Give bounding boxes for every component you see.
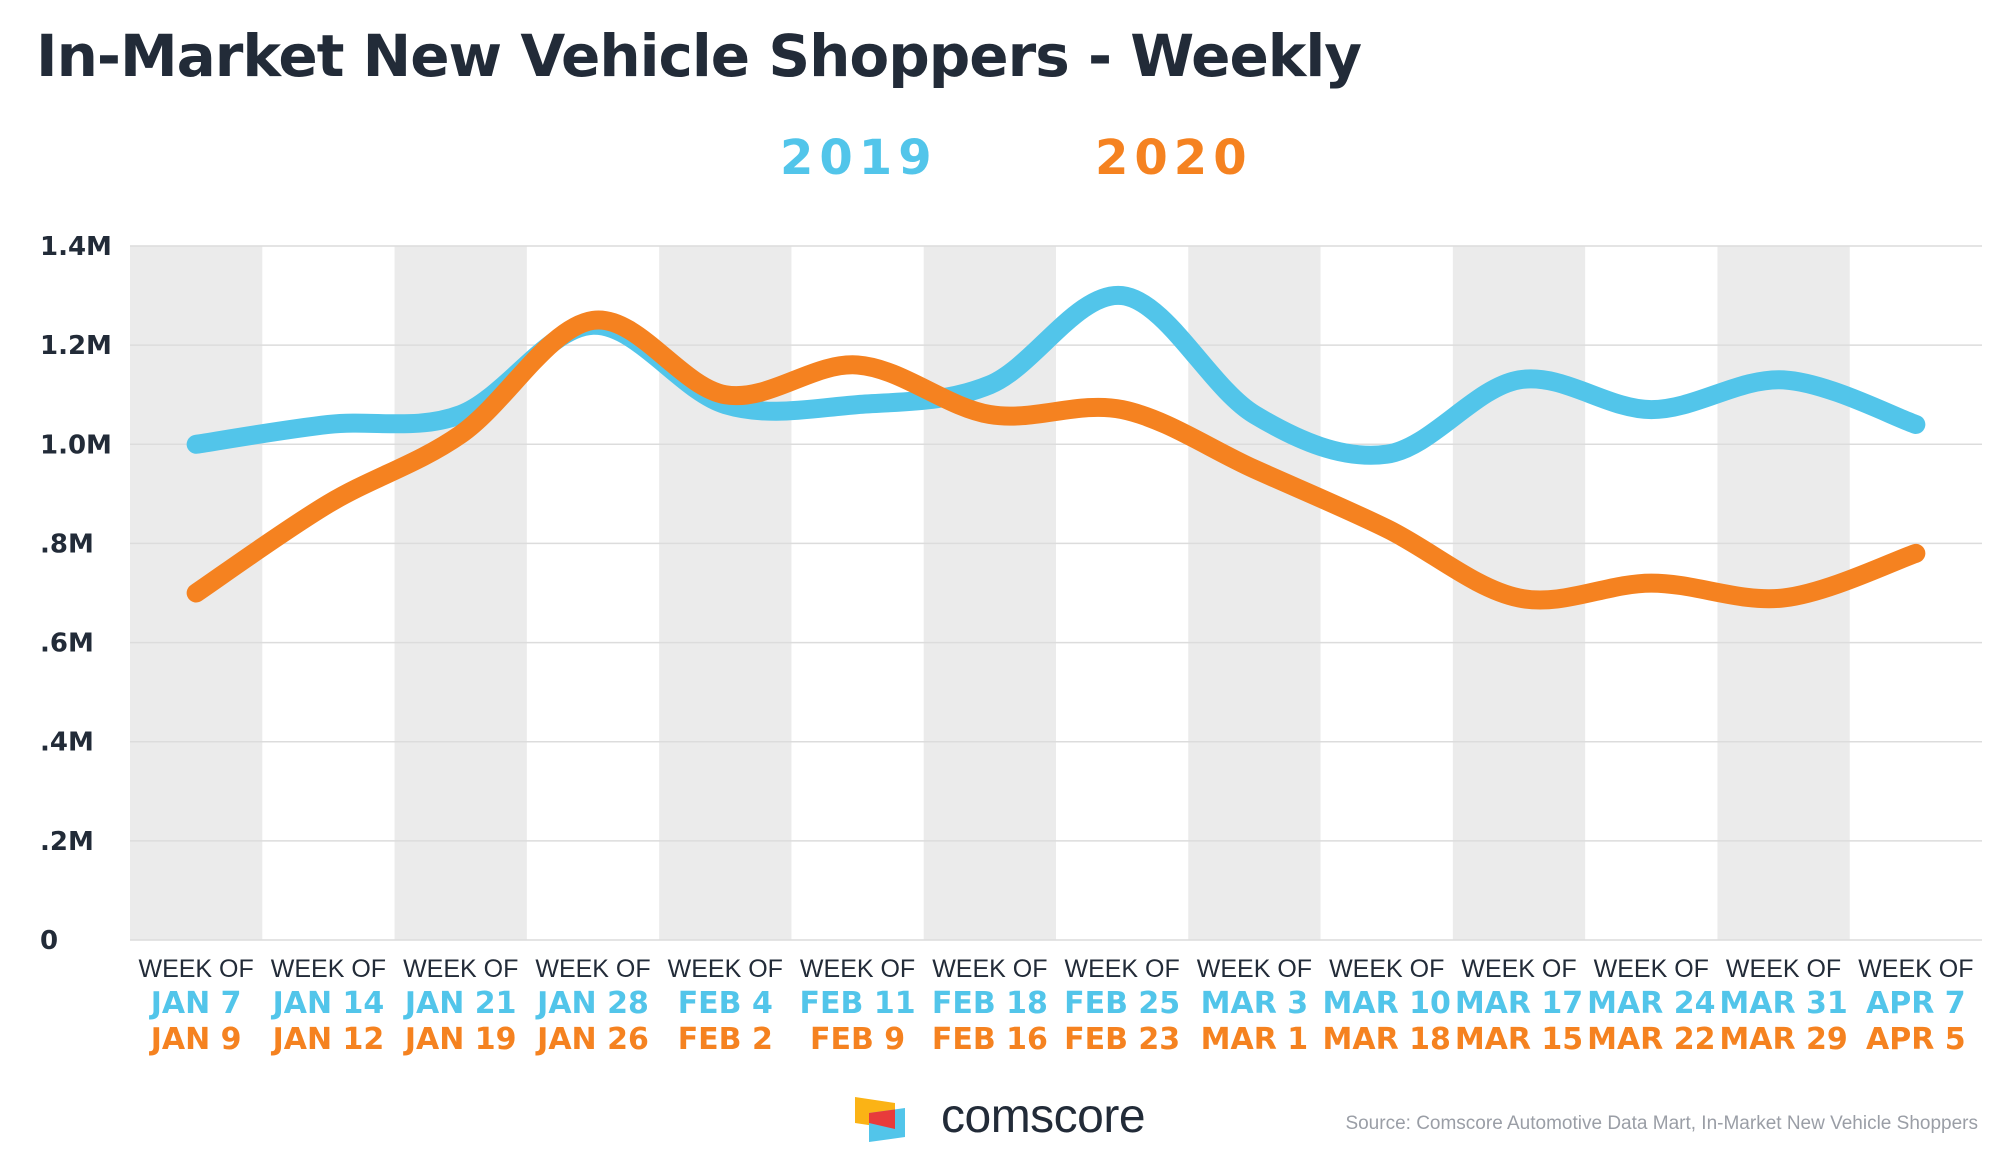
x-tick-2020: MAR 18 <box>1323 1022 1451 1057</box>
x-tick-2020: MAR 15 <box>1455 1022 1583 1057</box>
x-tick-2020: JAN 19 <box>403 1022 517 1057</box>
x-tick-2019: JAN 7 <box>149 986 242 1021</box>
y-tick-label: .4M <box>40 728 94 758</box>
comscore-logo: comscore <box>855 1090 1185 1145</box>
x-tick-2020: FEB 23 <box>1064 1022 1180 1057</box>
x-tick-week-of: WEEK OF <box>535 955 650 983</box>
x-tick-2020: MAR 22 <box>1587 1022 1715 1057</box>
x-tick-2019: APR 7 <box>1866 986 1966 1021</box>
x-tick-week-of: WEEK OF <box>1858 955 1973 983</box>
legend-2020: 2020 <box>1095 130 1253 186</box>
x-tick-2019: MAR 31 <box>1719 986 1847 1021</box>
column-band <box>394 246 527 940</box>
y-tick-label: 1.4M <box>40 232 112 262</box>
column-band <box>659 246 792 940</box>
x-tick-2019: MAR 24 <box>1587 986 1715 1021</box>
x-tick-week-of: WEEK OF <box>271 955 386 983</box>
x-tick-week-of: WEEK OF <box>1461 955 1576 983</box>
x-tick-week-of: WEEK OF <box>1064 955 1179 983</box>
x-tick-week-of: WEEK OF <box>138 955 253 983</box>
legend-2019: 2019 <box>780 130 938 186</box>
x-tick-week-of: WEEK OF <box>1329 955 1444 983</box>
x-tick-week-of: WEEK OF <box>1726 955 1841 983</box>
source-note: Source: Comscore Automotive Data Mart, I… <box>1345 1113 1978 1134</box>
x-tick-2019: FEB 25 <box>1064 986 1180 1021</box>
y-tick-label: 0 <box>40 926 58 956</box>
x-tick-week-of: WEEK OF <box>1594 955 1709 983</box>
x-tick-2019: MAR 3 <box>1201 986 1309 1021</box>
x-tick-2020: FEB 2 <box>678 1022 773 1057</box>
y-tick-label: .8M <box>40 529 94 559</box>
x-tick-2019: FEB 18 <box>932 986 1048 1021</box>
x-tick-week-of: WEEK OF <box>668 955 783 983</box>
x-tick-2019: MAR 17 <box>1455 986 1583 1021</box>
y-tick-label: .2M <box>40 827 94 857</box>
x-tick-2020: JAN 12 <box>271 1022 385 1057</box>
x-tick-week-of: WEEK OF <box>1197 955 1312 983</box>
x-tick-week-of: WEEK OF <box>800 955 915 983</box>
comscore-logo-icon <box>855 1097 905 1142</box>
x-tick-2019: FEB 4 <box>678 986 773 1021</box>
x-tick-2020: JAN 26 <box>535 1022 649 1057</box>
logo-text: comscore <box>941 1090 1146 1143</box>
x-tick-week-of: WEEK OF <box>932 955 1047 983</box>
y-tick-label: 1.0M <box>40 430 112 460</box>
y-tick-label: 1.2M <box>40 331 112 361</box>
x-tick-2020: APR 5 <box>1866 1022 1966 1057</box>
x-tick-2020: MAR 29 <box>1719 1022 1847 1057</box>
x-tick-2020: MAR 1 <box>1201 1022 1309 1057</box>
chart-title: In-Market New Vehicle Shoppers - Weekly <box>36 22 1362 90</box>
x-tick-week-of: WEEK OF <box>403 955 518 983</box>
x-tick-2019: JAN 21 <box>403 986 517 1021</box>
column-band <box>1188 246 1321 940</box>
series-line-2020 <box>186 310 1926 610</box>
y-tick-label: .6M <box>40 629 94 659</box>
x-tick-2019: MAR 10 <box>1323 986 1451 1021</box>
x-tick-2019: JAN 28 <box>535 986 649 1021</box>
x-tick-2020: FEB 16 <box>932 1022 1048 1057</box>
x-tick-2020: FEB 9 <box>810 1022 905 1057</box>
x-tick-2020: JAN 9 <box>149 1022 242 1057</box>
x-tick-2019: JAN 14 <box>271 986 385 1021</box>
x-tick-2019: FEB 11 <box>800 986 916 1021</box>
